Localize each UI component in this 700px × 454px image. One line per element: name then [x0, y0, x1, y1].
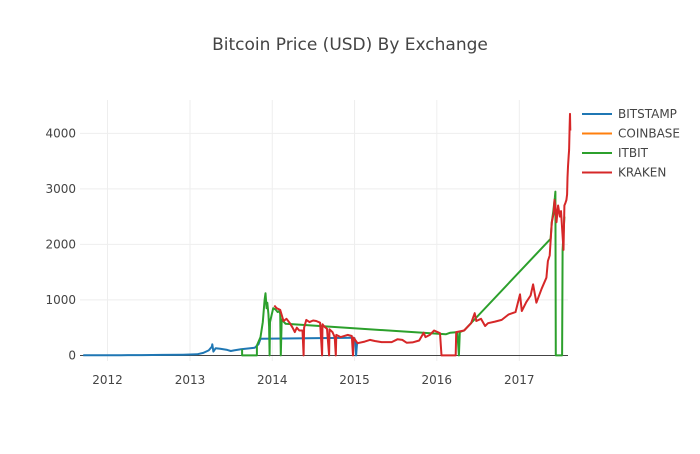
- axes: 0 1000 2000 3000 4000 2012 2013 2014 2015 2016 201…: [45, 126, 568, 387]
- grid: [80, 100, 568, 361]
- series-line-kraken: [273, 112, 572, 357]
- legend-label: COINBASE: [618, 127, 680, 141]
- x-tick-label: 2013: [175, 373, 206, 387]
- plot-area: [83, 112, 572, 357]
- legend-label: KRAKEN: [618, 166, 666, 180]
- x-tick-label: 2016: [422, 373, 453, 387]
- legend-label: ITBIT: [618, 146, 649, 160]
- y-tick-label: 2000: [45, 237, 76, 251]
- x-tick-label: 2015: [339, 373, 370, 387]
- legend[interactable]: BITSTAMP COINBASE ITBIT KRAKEN: [582, 107, 680, 180]
- series-line-itbit: [241, 190, 566, 357]
- legend-item-coinbase[interactable]: COINBASE: [582, 127, 680, 141]
- series-line-bitstamp: [83, 336, 359, 357]
- y-tick-label: 0: [68, 348, 76, 362]
- y-tick-label: 4000: [45, 126, 76, 140]
- chart-title: Bitcoin Price (USD) By Exchange: [212, 35, 488, 55]
- legend-label: BITSTAMP: [618, 107, 677, 121]
- legend-item-bitstamp[interactable]: BITSTAMP: [582, 107, 677, 121]
- legend-item-kraken[interactable]: KRAKEN: [582, 166, 666, 180]
- y-tick-label: 1000: [45, 293, 76, 307]
- y-tick-label: 3000: [45, 182, 76, 196]
- legend-item-itbit[interactable]: ITBIT: [582, 146, 649, 160]
- x-tick-label: 2017: [504, 373, 535, 387]
- x-tick-label: 2012: [92, 373, 123, 387]
- x-tick-label: 2014: [257, 373, 288, 387]
